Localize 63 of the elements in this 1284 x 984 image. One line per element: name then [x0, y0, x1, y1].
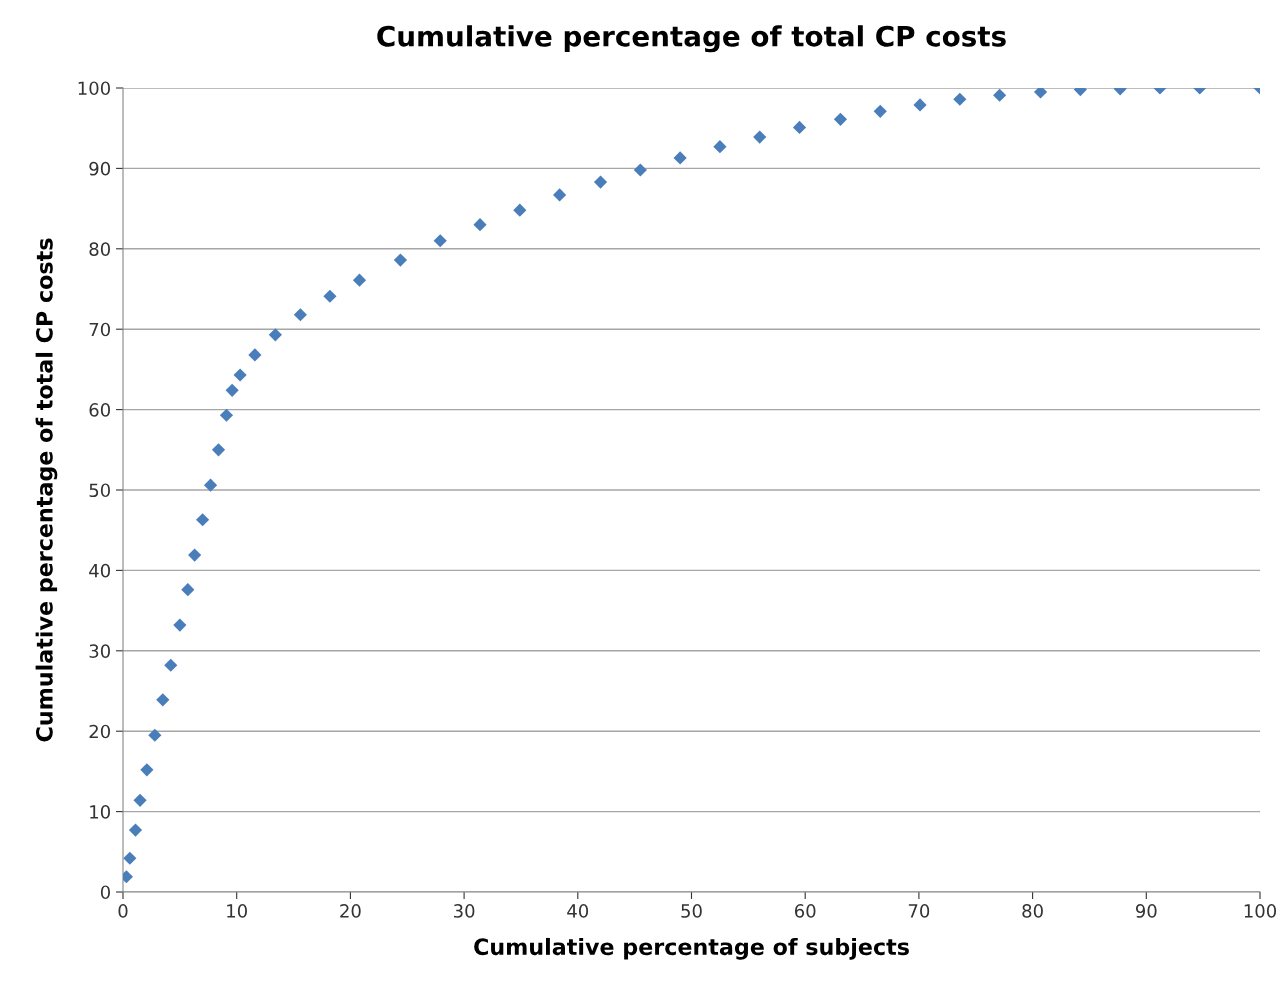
point [513, 203, 527, 217]
point [833, 112, 848, 126]
point [873, 104, 887, 118]
point [140, 763, 154, 777]
x-axis-title: Cumulative percentage of subjects [474, 937, 909, 960]
point [233, 368, 247, 382]
point [203, 478, 218, 492]
point [219, 408, 234, 422]
point [188, 548, 202, 562]
x-tick-label: 90 [1135, 904, 1157, 918]
point [1033, 88, 1048, 99]
y-axis-title: Cumulative percentage of total CP costs [35, 238, 58, 742]
y-tick-label: 100 [78, 81, 110, 96]
point [633, 163, 647, 177]
y-tick-label: 70 [89, 322, 110, 337]
y-tick-label: 10 [90, 805, 110, 819]
x-tick-label: 0 [118, 904, 128, 918]
y-tick-label: 60 [89, 403, 110, 417]
x-tick-label: 60 [794, 904, 816, 918]
point [323, 289, 337, 303]
chart-title: Cumulative percentage of total CP costs [377, 25, 1006, 53]
point [148, 728, 162, 742]
y-tick-label: 30 [89, 644, 110, 658]
point [433, 234, 447, 248]
y-tick-label: 20 [89, 724, 110, 739]
point [123, 851, 137, 865]
x-tick-label: 10 [227, 904, 247, 918]
x-tick-label: 20 [340, 904, 361, 918]
y-tick-label: 0 [100, 885, 110, 900]
y-tick-label: 80 [89, 242, 110, 256]
x-tick-label: 100 [1244, 904, 1277, 918]
point [248, 348, 262, 362]
y-tick-label: 40 [89, 563, 110, 578]
point [133, 793, 147, 807]
x-tick-label: 80 [1022, 904, 1043, 918]
point [713, 140, 727, 154]
point [225, 383, 239, 397]
point [196, 513, 210, 527]
point [913, 98, 927, 112]
point [293, 308, 307, 322]
point [393, 253, 408, 267]
point [164, 658, 178, 672]
point [128, 823, 143, 837]
point [173, 618, 187, 632]
point [553, 188, 567, 202]
x-tick-label: 40 [567, 904, 589, 918]
point [352, 273, 367, 287]
y-tick-label: 90 [89, 161, 110, 176]
point [156, 693, 170, 707]
point [673, 151, 687, 165]
point [792, 120, 807, 134]
y-tick-label: 50 [89, 483, 110, 498]
point [181, 583, 195, 597]
x-tick-label: 50 [681, 904, 702, 918]
x-tick-label: 30 [453, 904, 475, 918]
point [211, 443, 226, 457]
point [993, 88, 1007, 102]
x-tick-label: 70 [908, 904, 930, 918]
point [473, 218, 487, 232]
point [268, 328, 282, 342]
point [753, 130, 767, 144]
point [593, 175, 608, 189]
point [953, 92, 967, 106]
